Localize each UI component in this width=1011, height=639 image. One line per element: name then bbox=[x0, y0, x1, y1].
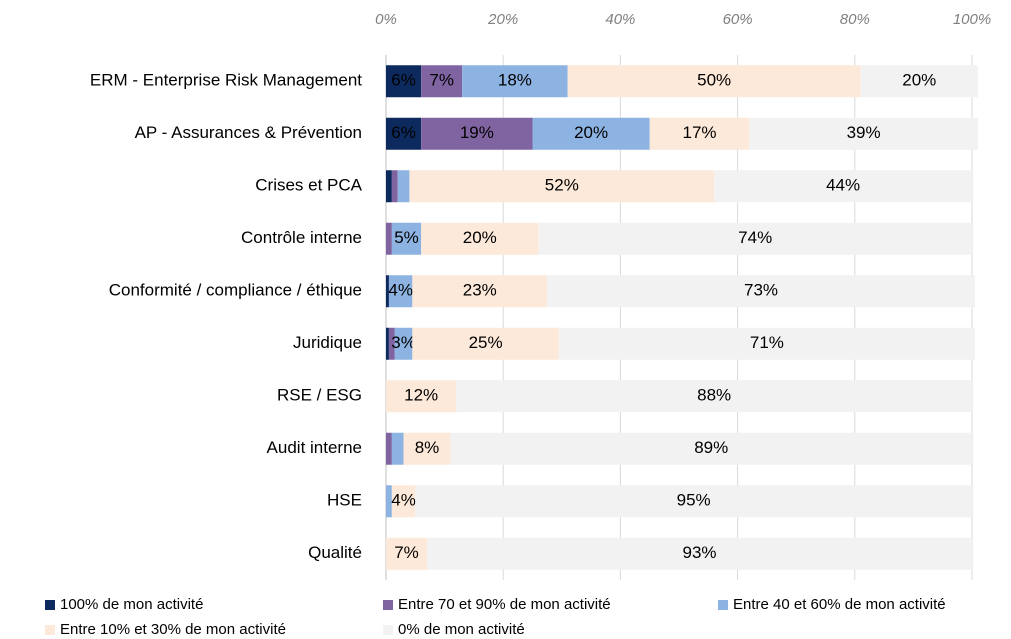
bar-segment bbox=[386, 117, 422, 150]
legend-swatch bbox=[45, 625, 55, 635]
legend-label: 0% de mon activité bbox=[398, 621, 525, 638]
data-label: 8% bbox=[415, 438, 440, 457]
bar-segment bbox=[427, 537, 972, 570]
data-label: 3% bbox=[391, 333, 416, 352]
bar-segment bbox=[403, 432, 451, 465]
bar-segment bbox=[386, 275, 389, 308]
category-label: Contrôle interne bbox=[241, 228, 362, 247]
data-label: 39% bbox=[847, 123, 881, 142]
bar-segment bbox=[388, 275, 413, 308]
bar-segment bbox=[409, 170, 715, 203]
data-label: 93% bbox=[682, 543, 716, 562]
data-label: 52% bbox=[545, 176, 579, 195]
bar-segment bbox=[860, 65, 978, 98]
data-label: 25% bbox=[469, 333, 503, 352]
legend-label: Entre 10% et 30% de mon activité bbox=[60, 621, 286, 638]
category-label: Crises et PCA bbox=[255, 176, 362, 195]
legend-swatch bbox=[718, 600, 728, 610]
bar-segment bbox=[386, 170, 392, 203]
data-label: 50% bbox=[697, 71, 731, 90]
bar-segment bbox=[421, 222, 539, 255]
legend-swatch bbox=[383, 625, 393, 635]
data-label: 89% bbox=[694, 438, 728, 457]
bar-segment bbox=[386, 327, 389, 360]
bar-segment bbox=[386, 380, 457, 413]
bar-segment bbox=[415, 485, 972, 518]
bar-segment bbox=[558, 327, 975, 360]
x-tick-label: 0% bbox=[375, 11, 397, 28]
data-label: 18% bbox=[498, 71, 532, 90]
data-label: 23% bbox=[463, 281, 497, 300]
x-tick-label: 100% bbox=[953, 11, 991, 28]
data-label: 12% bbox=[404, 386, 438, 405]
x-tick-label: 20% bbox=[487, 11, 518, 28]
category-label: Qualité bbox=[308, 543, 362, 562]
category-label: Audit interne bbox=[267, 438, 362, 457]
bar-segment bbox=[391, 222, 422, 255]
bar-segment bbox=[412, 275, 548, 308]
legend-swatch bbox=[383, 600, 393, 610]
bar-segment bbox=[412, 327, 559, 360]
data-label: 5% bbox=[394, 228, 419, 247]
data-label: 74% bbox=[738, 228, 772, 247]
data-label: 17% bbox=[682, 123, 716, 142]
bar-segment bbox=[388, 327, 395, 360]
data-label: 6% bbox=[391, 71, 416, 90]
bar-segment bbox=[538, 222, 972, 255]
category-label: AP - Assurances & Prévention bbox=[135, 123, 362, 142]
x-tick-label: 60% bbox=[723, 11, 753, 28]
bar-segment bbox=[714, 170, 972, 203]
data-label: 6% bbox=[391, 123, 416, 142]
data-label: 73% bbox=[744, 281, 778, 300]
data-label: 7% bbox=[394, 543, 419, 562]
data-label: 4% bbox=[388, 281, 413, 300]
bar-segment bbox=[391, 170, 398, 203]
data-label: 4% bbox=[391, 491, 416, 510]
bar-segment bbox=[462, 65, 568, 98]
bar-segment bbox=[421, 117, 533, 150]
category-label: Juridique bbox=[293, 333, 362, 352]
bar-segment bbox=[456, 380, 972, 413]
bar-segment bbox=[547, 275, 975, 308]
bar-segment bbox=[749, 117, 978, 150]
legend-label: Entre 40 et 60% de mon activité bbox=[733, 596, 946, 613]
bar-segment bbox=[386, 485, 392, 518]
data-label: 20% bbox=[463, 228, 497, 247]
data-label: 88% bbox=[697, 386, 731, 405]
bar-segment bbox=[532, 117, 650, 150]
bar-segment bbox=[386, 222, 392, 255]
bar-segment bbox=[394, 327, 413, 360]
data-label: 7% bbox=[429, 71, 454, 90]
bar-segment bbox=[391, 485, 416, 518]
bar-segment bbox=[391, 432, 404, 465]
bar-segment bbox=[386, 432, 392, 465]
bar-segment bbox=[567, 65, 861, 98]
x-tick-label: 80% bbox=[840, 11, 870, 28]
bar-segment bbox=[386, 537, 428, 570]
category-label: RSE / ESG bbox=[277, 386, 362, 405]
data-label: 71% bbox=[750, 333, 784, 352]
bar-segment bbox=[397, 170, 410, 203]
data-label: 19% bbox=[460, 123, 494, 142]
data-label: 44% bbox=[826, 176, 860, 195]
data-label: 20% bbox=[902, 71, 936, 90]
data-label: 95% bbox=[677, 491, 711, 510]
legend-swatch bbox=[45, 600, 55, 610]
legend-label: Entre 70 et 90% de mon activité bbox=[398, 596, 611, 613]
x-tick-label: 40% bbox=[605, 11, 635, 28]
category-label: HSE bbox=[327, 491, 362, 510]
bar-segment bbox=[649, 117, 750, 150]
legend-label: 100% de mon activité bbox=[60, 596, 203, 613]
bar-segment bbox=[450, 432, 973, 465]
category-label: ERM - Enterprise Risk Management bbox=[90, 71, 362, 90]
bar-segment bbox=[421, 65, 463, 98]
data-label: 20% bbox=[574, 123, 608, 142]
bar-segment bbox=[386, 65, 422, 98]
category-label: Conformité / compliance / éthique bbox=[109, 281, 362, 300]
